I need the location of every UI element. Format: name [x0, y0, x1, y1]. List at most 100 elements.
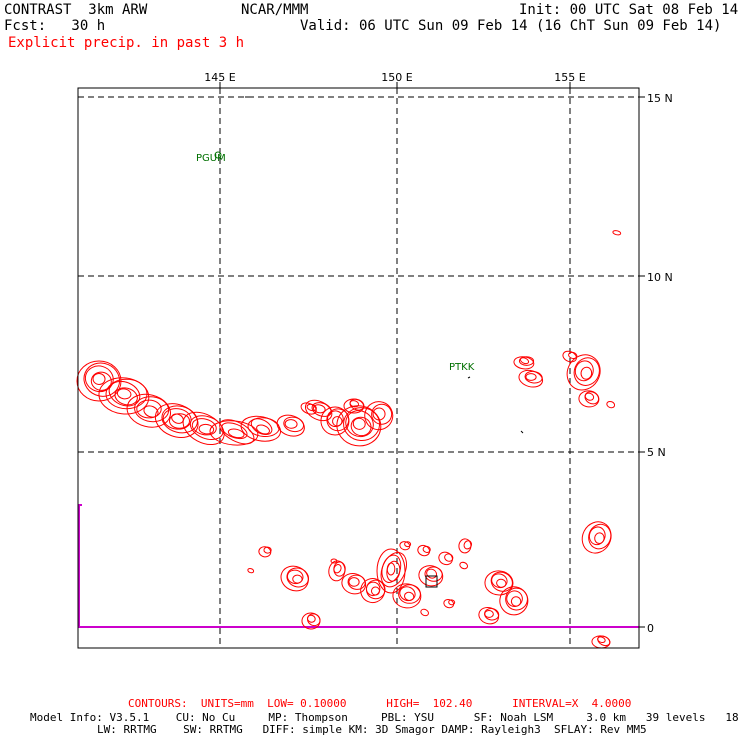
precip-contour-40-1	[505, 587, 528, 611]
precip-contour-14-2	[519, 357, 530, 365]
precip-contour-8-2	[312, 404, 326, 414]
precip-contour-41-0	[478, 606, 500, 625]
contour-info: CONTOURS: UNITS=mm LOW= 0.10000 HIGH= 10…	[128, 697, 632, 710]
precip-contour-17-0	[566, 354, 601, 391]
precip-contour-1-0	[98, 377, 150, 415]
precip-contour-39-3	[496, 578, 507, 588]
precip-contour-3-1	[161, 405, 198, 434]
lon-label-155: 155 E	[554, 71, 585, 84]
org-label: NCAR/MMM	[241, 2, 309, 18]
precip-contour-36-1	[424, 566, 443, 582]
init-time: Init: 00 UTC Sat 08 Feb 14	[519, 2, 739, 18]
precip-contour-18-0	[578, 390, 600, 408]
precip-contour-29-0	[360, 578, 386, 604]
precip-contour-41-2	[484, 610, 494, 618]
map-frame	[77, 87, 640, 649]
field-name: Explicit precip. in past 3 h	[8, 35, 245, 51]
precip-contour-27-2	[333, 564, 342, 574]
model-info-line-1: Model Info: V3.5.1 CU: No Cu MP: Thompso…	[30, 711, 740, 724]
precip-contour-35-1	[463, 540, 473, 550]
precip-contour-25-1	[286, 567, 309, 588]
lat-label-equator: 0	[647, 622, 654, 635]
precip-contour-28-1	[347, 574, 366, 590]
precip-contour-26-2	[307, 614, 316, 623]
precip-contour-3-0	[154, 403, 199, 438]
precip-contour-4-2	[191, 418, 217, 436]
precip-contour-13-2	[349, 400, 360, 408]
precip-contour-0-4	[92, 372, 106, 385]
precip-contour-10-1	[343, 407, 381, 441]
precip-contour-11-0	[364, 401, 394, 431]
precip-contour-4-1	[189, 415, 224, 440]
precip-contour-3-3	[169, 413, 190, 429]
precip-contour-18-2	[584, 392, 595, 401]
precip-contour-25-2	[286, 569, 304, 585]
valid-time: Valid: 06 UTC Sun 09 Feb 14 (16 ChT Sun …	[300, 18, 722, 34]
precip-contour-10-3	[350, 416, 372, 437]
lat-label-10n: 10 N	[647, 271, 673, 284]
precip-contour-15-2	[525, 373, 537, 381]
precip-contour-16-1	[568, 351, 578, 360]
precip-contour-6-2	[250, 418, 273, 436]
precip-contour-21-2	[588, 526, 606, 546]
precip-contour-39-0	[484, 570, 514, 596]
precip-contour-11-1	[371, 403, 393, 425]
model-title: CONTRAST 3km ARW	[4, 2, 148, 18]
precip-contour-36-0	[418, 565, 444, 587]
precip-contour-22-2	[597, 636, 606, 644]
lat-label-15n: 15 N	[647, 92, 673, 105]
precip-contour-30-4	[386, 562, 396, 576]
precip-contour-8-0	[304, 399, 333, 422]
precip-contour-10-4	[352, 417, 366, 430]
precip-contour-6-0	[240, 415, 282, 442]
precip-contour-27-1	[333, 561, 346, 577]
precip-contour-29-3	[370, 586, 380, 596]
precip-contour-12-1	[306, 403, 317, 412]
precip-contour-31-3	[404, 591, 415, 601]
town-marker	[425, 575, 438, 588]
precip-contour-39-2	[491, 573, 508, 589]
precip-contour-1-3	[114, 387, 138, 406]
precip-contour-17-2	[574, 360, 594, 382]
precip-contour-31-1	[398, 584, 421, 604]
precip-contour-17-3	[580, 366, 593, 380]
precip-contour-15-1	[524, 370, 543, 384]
precip-contour-19-0	[612, 230, 622, 236]
precip-contour-33-1	[422, 545, 431, 553]
station-pgum: PGUM	[196, 153, 226, 164]
precip-contour-24-0	[247, 568, 255, 574]
precip-contour-4-3	[198, 423, 215, 435]
precip-contour-34-0	[438, 551, 453, 566]
forecast-hour: Fcst: 30 h	[4, 18, 106, 34]
precip-contour-16-0	[562, 350, 577, 363]
precip-contours	[76, 151, 622, 649]
lon-label-150: 150 E	[381, 71, 412, 84]
precip-contour-7-1	[283, 416, 305, 433]
precip-contour-25-3	[292, 574, 303, 584]
precip-contour-7-2	[284, 419, 298, 429]
precip-contour-32-1	[404, 541, 412, 548]
precip-contour-8-1	[311, 402, 332, 417]
pgum-marker	[214, 151, 222, 159]
precip-contour-28-0	[341, 573, 367, 595]
lat-label-5n: 5 N	[647, 446, 666, 459]
precip-contour-21-3	[594, 532, 605, 544]
precip-contour-42-0	[459, 561, 469, 570]
precip-contour-31-2	[399, 586, 416, 602]
precip-contour-2-0	[126, 393, 171, 428]
precip-contour-40-2	[506, 590, 523, 607]
precip-contour-11-2	[372, 407, 386, 421]
precip-contour-7-0	[276, 414, 305, 437]
precip-contour-2-3	[143, 405, 159, 418]
precip-contour-2-1	[134, 396, 170, 423]
precip-contour-14-1	[518, 356, 535, 366]
precip-contour-6-3	[256, 424, 270, 435]
precip-contour-9-3	[332, 416, 343, 427]
precip-contour-37-1	[448, 599, 456, 606]
precip-contour-21-0	[581, 521, 612, 554]
precip-contour-1-4	[116, 388, 132, 400]
precip-contour-4-0	[182, 411, 225, 446]
precip-contour-23-1	[263, 546, 272, 554]
precip-contour-0-1	[83, 362, 121, 397]
precip-contour-2-2	[136, 399, 162, 419]
